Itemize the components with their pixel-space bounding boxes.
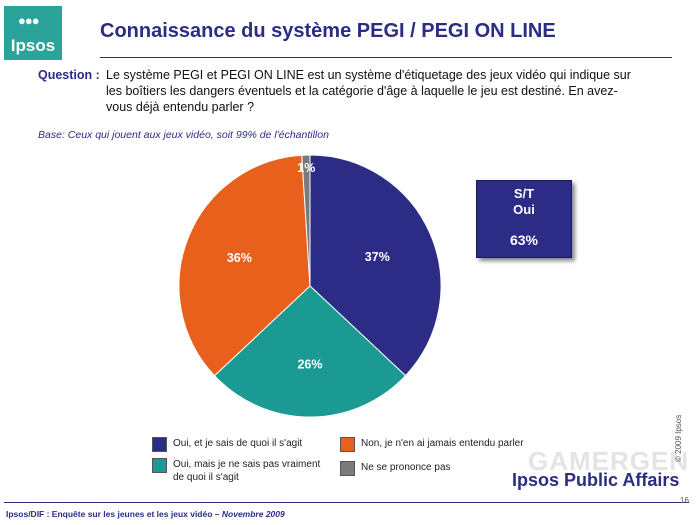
title-divider	[100, 57, 672, 58]
legend-swatch	[152, 458, 167, 473]
legend-swatch	[152, 437, 167, 452]
copyright-note: © 2009 Ipsos	[674, 414, 683, 462]
legend-item: Oui, mais je ne sais pas vraiment de quo…	[152, 458, 323, 484]
legend-label: Non, je n'en ai jamais entendu parler	[361, 438, 524, 449]
pie-chart: 37% 26% 36% 1%	[178, 154, 442, 418]
footer-text: Ipsos/DIF : Enquête sur les jeunes et le…	[6, 509, 285, 519]
watermark: GAMERGEN	[528, 446, 690, 476]
slice-label: 26%	[297, 358, 322, 372]
legend-label: Oui, et je sais de quoi il s'agit	[173, 438, 303, 449]
question-label: Question :	[38, 68, 100, 82]
page-number: 16	[680, 496, 689, 505]
legend-label: Oui, mais je ne sais pas vraiment de quo…	[173, 459, 321, 483]
summary-value: 63%	[509, 232, 539, 248]
page-title: Connaissance du système PEGI / PEGI ON L…	[100, 20, 556, 42]
legend-item: Non, je n'en ai jamais entendu parler	[340, 437, 541, 452]
slice-label: 1%	[297, 161, 315, 175]
summary-label-line2: Oui	[513, 202, 535, 217]
brand-name: Ipsos Public Affairs	[512, 470, 680, 490]
legend-item: Ne se prononce pas	[340, 461, 511, 476]
legend-swatch	[340, 437, 355, 452]
ipsos-logo: ●●● Ipsos	[4, 6, 62, 60]
summary-box: S/T Oui 63%	[476, 180, 572, 258]
pie-slice	[309, 154, 442, 377]
pie-slice	[213, 285, 407, 418]
legend-label: Ne se prononce pas	[361, 462, 451, 473]
question-text: Le système PEGI et PEGI ON LINE est un s…	[106, 68, 631, 114]
logo-dots-icon: ●●●	[18, 13, 40, 28]
pie-slice	[301, 154, 311, 287]
summary-label-line1: S/T	[513, 186, 535, 201]
slice-label: 37%	[365, 250, 390, 264]
legend-item: Oui, et je sais de quoi il s'agit	[152, 437, 323, 452]
footer-divider	[4, 502, 689, 503]
question-block: Question : Le système PEGI et PEGI ON LI…	[38, 67, 638, 115]
pie-slice	[178, 154, 311, 377]
slice-label: 36%	[227, 251, 252, 265]
footer-date: Novembre 2009	[221, 509, 285, 519]
logo-text: Ipsos	[10, 36, 56, 55]
base-note: Base: Ceux qui jouent aux jeux vidéo, so…	[38, 129, 329, 141]
footer-source: Ipsos/DIF : Enquête sur les jeunes et le…	[6, 509, 213, 519]
legend-swatch	[340, 461, 355, 476]
